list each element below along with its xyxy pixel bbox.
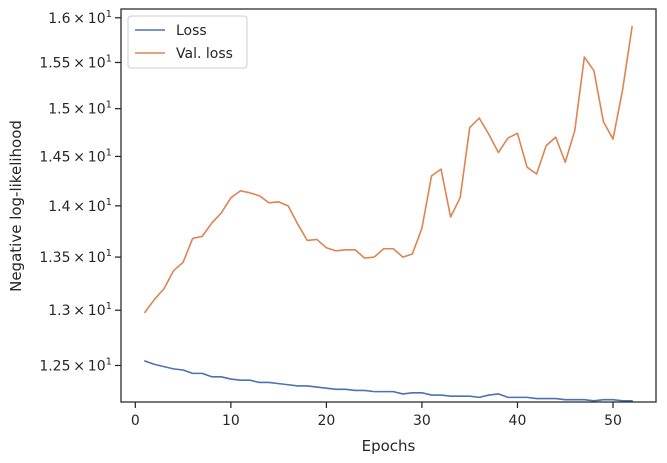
x-axis-label: Epochs	[362, 437, 416, 455]
y-tick-label: 1.5 × 101	[48, 100, 112, 118]
y-axis-label: Negative log-likelihood	[7, 120, 25, 292]
legend-label-loss: Loss	[176, 23, 207, 39]
series-line-val-loss	[144, 25, 633, 314]
x-tick-label: 30	[413, 413, 431, 429]
y-tick-label: 1.35 × 101	[39, 248, 112, 266]
plot-lines	[144, 25, 633, 402]
y-tick-label: 1.3 × 101	[48, 301, 112, 319]
x-tick-label: 20	[317, 413, 335, 429]
y-tick-label: 1.4 × 101	[48, 197, 112, 215]
legend-box	[127, 15, 248, 69]
plot-frame	[120, 8, 657, 403]
series-line-loss	[144, 360, 633, 402]
y-ticks: 1.25 × 101 1.3 × 101 1.35 × 101 1.4 × 101 1.…	[39, 9, 121, 374]
y-tick-label: 1.25 × 101	[39, 356, 112, 374]
legend: Loss Val. loss	[127, 15, 248, 69]
y-tick-label: 1.6 × 101	[48, 9, 112, 27]
y-tick-label: 1.55 × 101	[39, 53, 112, 71]
x-tick-label: 50	[604, 413, 622, 429]
x-tick-label: 10	[222, 413, 240, 429]
x-tick-label: 40	[509, 413, 527, 429]
legend-label-val-loss: Val. loss	[176, 46, 233, 62]
y-tick-label: 1.45 × 101	[39, 147, 112, 165]
x-ticks: 0 10 20 30 40 50	[131, 402, 622, 429]
x-tick-label: 0	[131, 413, 140, 429]
